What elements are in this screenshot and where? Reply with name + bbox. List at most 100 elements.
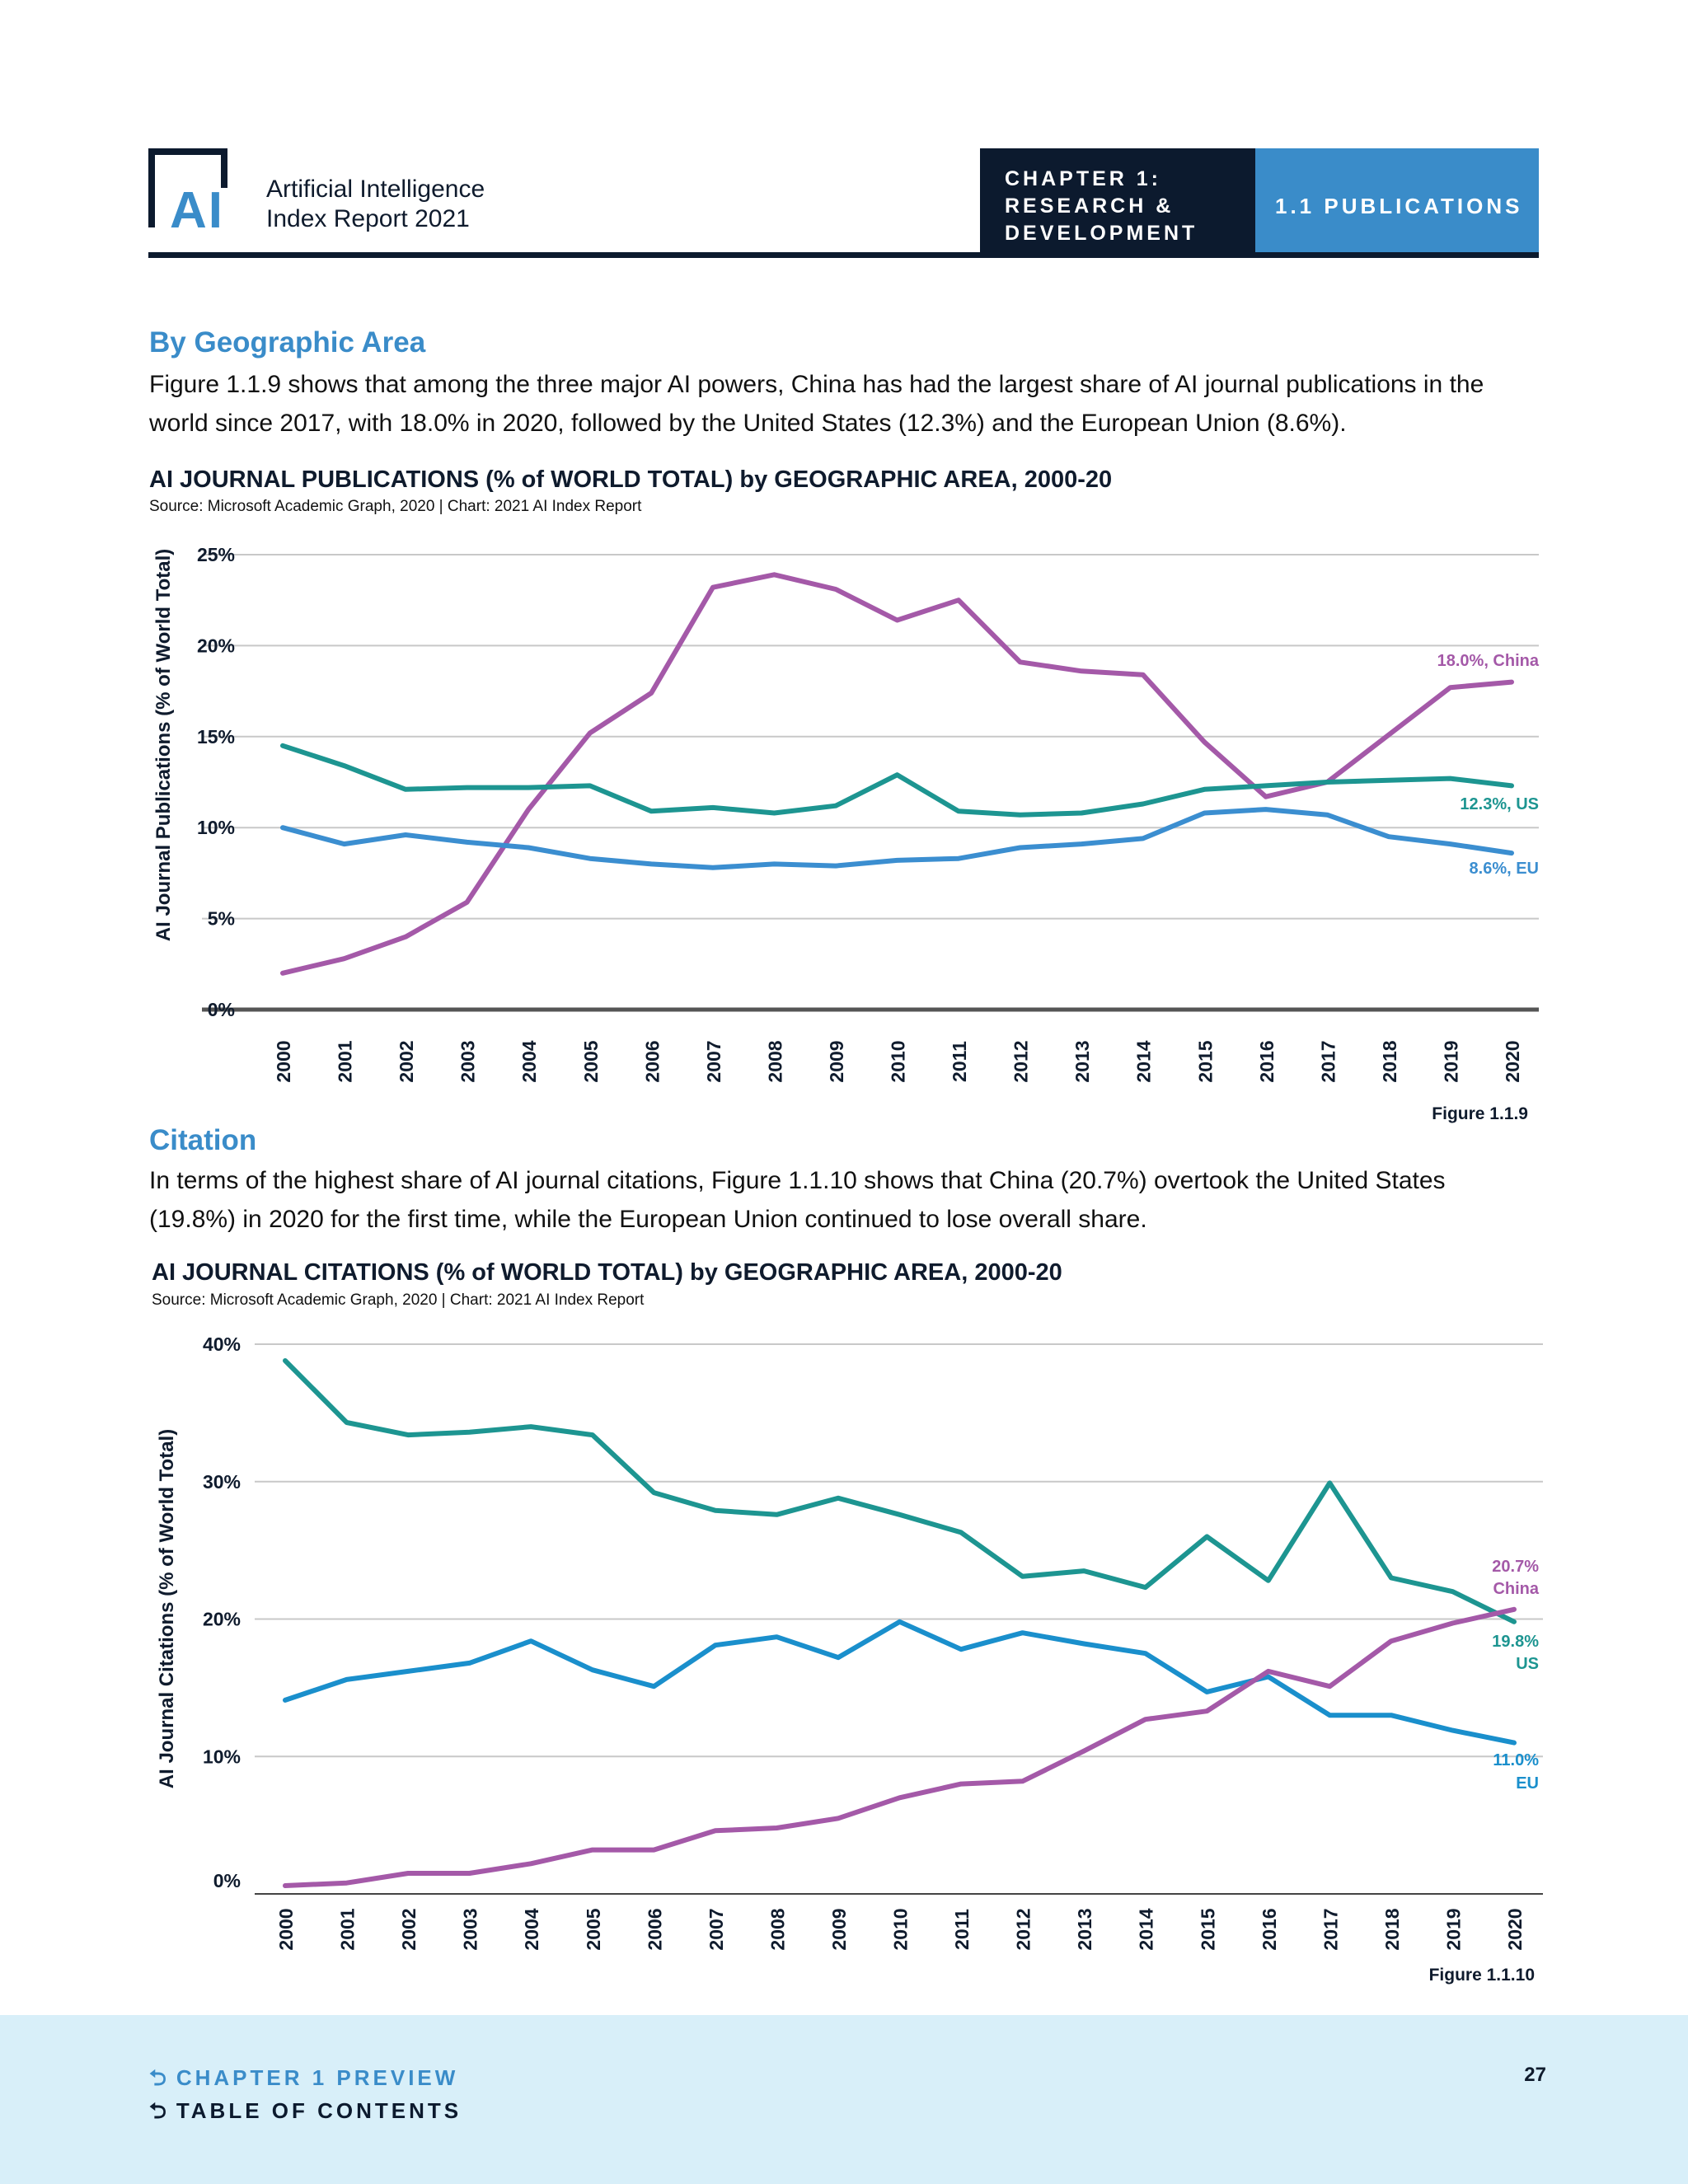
- return-arrow-icon: ⮌: [149, 2098, 170, 2123]
- x-tick-label: 2003: [460, 1908, 481, 1950]
- x-tick-label: 2014: [1133, 1040, 1155, 1082]
- x-tick-label: 2001: [337, 1908, 359, 1950]
- x-tick-label: 2011: [951, 1909, 973, 1950]
- x-tick-label: 2010: [888, 1040, 909, 1082]
- series-end-label-us: 19.8%: [1492, 1633, 1539, 1651]
- x-tick-label: 2012: [1010, 1040, 1032, 1082]
- series-end-label-china: China: [1493, 1580, 1539, 1598]
- x-tick-label: 2004: [521, 1908, 542, 1950]
- section-label[interactable]: 1.1 PUBLICATIONS: [1255, 148, 1539, 254]
- series-end-label-eu: EU: [1516, 1774, 1539, 1793]
- series-end-label-us: 12.3%, US: [1460, 795, 1539, 813]
- paragraph-line: (19.8%) in 2020 for the first time, whil…: [149, 1206, 1147, 1233]
- x-tick-label: 2009: [828, 1908, 850, 1950]
- x-tick-label: 2020: [1502, 1040, 1523, 1082]
- chapter-label[interactable]: CHAPTER 1: RESEARCH & DEVELOPMENT: [980, 148, 1255, 254]
- paragraph-line: In terms of the highest share of AI jour…: [149, 1167, 1446, 1194]
- x-tick-label: 2018: [1381, 1908, 1403, 1950]
- y-tick-label: 25%: [197, 544, 235, 565]
- x-tick-label: 2011: [949, 1041, 970, 1082]
- series-end-label-china: 18.0%, China: [1437, 652, 1540, 670]
- chapter-line3: DEVELOPMENT: [1005, 222, 1198, 245]
- x-tick-label: 2018: [1379, 1040, 1400, 1082]
- ai-index-logo: AI: [148, 148, 227, 231]
- series-line-eu: [283, 1619, 1517, 1746]
- chapter-preview-label: CHAPTER 1 PREVIEW: [176, 2065, 459, 2090]
- x-tick-label: 2000: [275, 1908, 297, 1950]
- series-end-label-eu: 8.6%, EU: [1470, 860, 1539, 878]
- y-axis-title: AI Journal Publications (% of World Tota…: [152, 549, 175, 941]
- x-tick-label: 2008: [764, 1040, 785, 1082]
- y-tick-label: 15%: [197, 726, 235, 748]
- report-title: Artificial Intelligence Index Report 202…: [266, 175, 485, 234]
- series-line-china: [283, 1606, 1517, 1888]
- chart1-figure-label: Figure 1.1.9: [1432, 1104, 1528, 1123]
- x-tick-label: 2014: [1136, 1908, 1157, 1950]
- series-end-label-china: 20.7%: [1492, 1558, 1539, 1576]
- series-line-china: [280, 572, 1514, 976]
- chart1-source: Source: Microsoft Academic Graph, 2020 |…: [149, 498, 642, 515]
- series-line-eu: [280, 807, 1514, 870]
- x-tick-label: 2015: [1194, 1040, 1216, 1082]
- report-title-line1: Artificial Intelligence: [266, 176, 485, 203]
- series-end-label-eu: 11.0%: [1493, 1751, 1539, 1769]
- y-tick-label: 40%: [203, 1333, 241, 1355]
- y-tick-label: 10%: [203, 1746, 241, 1767]
- return-arrow-icon: ⮌: [149, 2065, 170, 2090]
- paragraph-line: world since 2017, with 18.0% in 2020, fo…: [149, 410, 1347, 437]
- report-title-line2: Index Report 2021: [266, 205, 470, 232]
- x-tick-label: 2019: [1440, 1040, 1461, 1082]
- y-tick-label: 30%: [203, 1471, 241, 1493]
- y-tick-label: 0%: [213, 1870, 241, 1891]
- x-tick-label: 2002: [396, 1040, 417, 1082]
- footer: [0, 2015, 1688, 2184]
- x-tick-label: 2020: [1504, 1908, 1526, 1950]
- series-end-label-us: US: [1516, 1655, 1539, 1673]
- x-tick-label: 2008: [767, 1908, 788, 1950]
- chart2-figure-label: Figure 1.1.10: [1428, 1966, 1535, 1985]
- x-tick-label: 2007: [706, 1908, 727, 1950]
- x-tick-label: 2000: [273, 1040, 294, 1082]
- x-tick-label: 2009: [826, 1040, 847, 1082]
- y-tick-label: 5%: [208, 908, 235, 930]
- table-of-contents-link[interactable]: ⮌ TABLE OF CONTENTS: [149, 2096, 462, 2132]
- table-of-contents-label: TABLE OF CONTENTS: [176, 2098, 462, 2123]
- y-tick-label: 20%: [197, 635, 235, 656]
- x-tick-label: 2013: [1071, 1040, 1093, 1082]
- header-rule: [148, 252, 1539, 258]
- x-tick-label: 2003: [457, 1040, 479, 1082]
- x-tick-label: 2015: [1197, 1908, 1218, 1950]
- section-paragraph-citation: In terms of the highest share of AI jour…: [149, 1161, 1550, 1239]
- series-line-us: [283, 1358, 1517, 1624]
- chapter-preview-link[interactable]: ⮌ CHAPTER 1 PREVIEW: [149, 2063, 458, 2099]
- chart2-title: AI JOURNAL CITATIONS (% of WORLD TOTAL) …: [152, 1259, 1062, 1286]
- y-tick-label: 0%: [208, 999, 235, 1020]
- section-heading-geographic: By Geographic Area: [149, 326, 426, 359]
- x-tick-label: 2017: [1317, 1040, 1339, 1082]
- chapter-line2: RESEARCH &: [1005, 194, 1175, 218]
- x-tick-label: 2004: [518, 1040, 540, 1082]
- x-tick-label: 2010: [890, 1908, 912, 1950]
- paragraph-line: Figure 1.1.9 shows that among the three …: [149, 371, 1484, 398]
- x-tick-label: 2002: [398, 1908, 420, 1950]
- chart1-title: AI JOURNAL PUBLICATIONS (% of WORLD TOTA…: [149, 466, 1113, 493]
- x-tick-label: 2013: [1074, 1908, 1095, 1950]
- x-tick-label: 2001: [335, 1040, 356, 1082]
- chart2-source: Source: Microsoft Academic Graph, 2020 |…: [152, 1291, 645, 1309]
- y-tick-label: 20%: [203, 1609, 241, 1630]
- x-tick-label: 2019: [1442, 1908, 1464, 1950]
- page-number: 27: [1524, 2064, 1546, 2086]
- y-axis-title: AI Journal Citations (% of World Total): [156, 1429, 178, 1788]
- svg-text:AI: AI: [170, 182, 224, 231]
- chapter-line1: CHAPTER 1:: [1005, 167, 1162, 190]
- y-tick-label: 10%: [197, 817, 235, 838]
- series-line-us: [280, 743, 1514, 818]
- section-paragraph-geographic: Figure 1.1.9 shows that among the three …: [149, 365, 1550, 443]
- x-tick-label: 2016: [1259, 1908, 1280, 1950]
- x-tick-label: 2005: [580, 1040, 602, 1082]
- x-tick-label: 2006: [644, 1908, 665, 1950]
- x-tick-label: 2005: [583, 1908, 604, 1950]
- x-tick-label: 2012: [1013, 1908, 1034, 1950]
- x-tick-label: 2017: [1320, 1908, 1341, 1950]
